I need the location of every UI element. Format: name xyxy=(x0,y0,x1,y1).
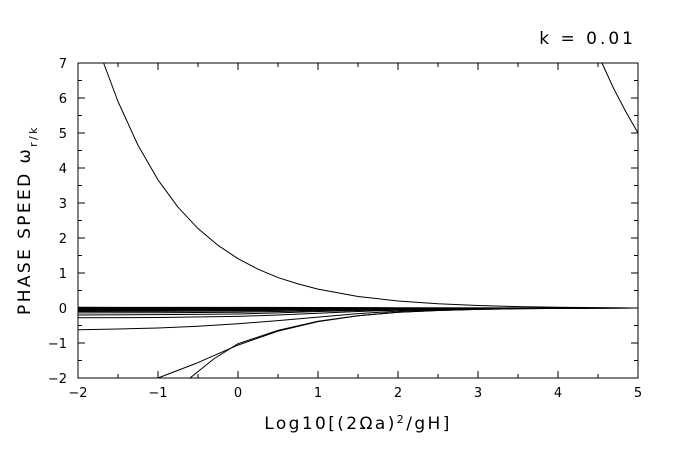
series-line-1 xyxy=(103,62,639,309)
x-axis-title: Log10[(2Ωa)2/gH] xyxy=(264,413,451,435)
y-tick-label: 6 xyxy=(59,92,67,107)
x-tick-label: 1 xyxy=(314,386,322,401)
x-tick-label: 2 xyxy=(394,386,402,401)
plot-frame xyxy=(77,62,639,379)
y-tick-label: −2 xyxy=(48,372,67,387)
y-tick-label: 3 xyxy=(59,197,67,212)
y-tick-label: 4 xyxy=(59,162,67,177)
tick-labels: −2 −1 0 1 2 3 4 5 −2 −1 0 1 2 3 4 5 6 7 xyxy=(48,57,642,401)
y-tick-label: 0 xyxy=(59,302,67,317)
y-axis-title: PHASE SPEED ωr/k xyxy=(15,125,40,315)
series-lines xyxy=(77,62,639,379)
y-tick-label: 7 xyxy=(59,57,67,72)
y-tick-label: 5 xyxy=(59,127,67,142)
y-tick-label: −1 xyxy=(48,337,67,352)
x-tick-label: −1 xyxy=(148,386,167,401)
x-tick-label: 3 xyxy=(474,386,482,401)
series-line-3 xyxy=(157,307,639,379)
y-tick-label: 1 xyxy=(59,267,67,282)
x-tick-label: 5 xyxy=(634,386,642,401)
k-value-annotation: k = 0.01 xyxy=(539,29,636,49)
series-line-4 xyxy=(189,307,639,379)
y-tick-label: 2 xyxy=(59,232,67,247)
axis-ticks xyxy=(77,62,639,379)
series-line-2 xyxy=(601,62,639,134)
x-tick-label: 4 xyxy=(554,386,562,401)
x-tick-label: 0 xyxy=(234,386,242,401)
x-tick-label: −2 xyxy=(68,386,87,401)
